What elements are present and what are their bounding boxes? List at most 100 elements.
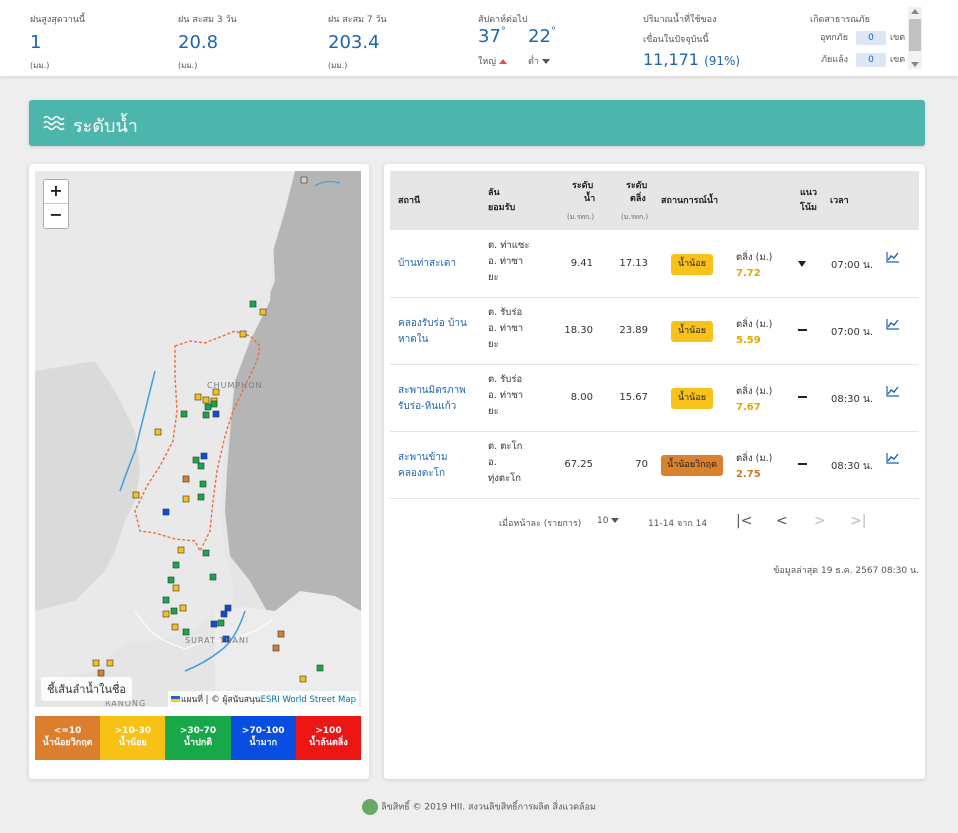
arrow-down-icon [541, 59, 550, 64]
th-bank-1[interactable]: ระดับ [626, 181, 648, 191]
th-trend-1: แนว [800, 188, 818, 198]
th-location-1: ลัน [488, 188, 500, 198]
trend-down-icon [798, 261, 806, 267]
legend-label: น้ำมาก [249, 738, 278, 748]
rain-7d-stat: ฝน สะสม 7 วัน 203.4 (มม.) [328, 12, 387, 72]
location-amphoe: อ. ท่าซา [488, 390, 524, 401]
water-level-value: 18.30 [564, 325, 593, 336]
map-attribution: แผนที่ | © ผู้สนับสนุนESRI World Street … [168, 691, 359, 707]
th-level-2: น้ำ [584, 194, 596, 204]
rain-max-unit: (มม.) [30, 61, 50, 70]
rain-max-label: ฝนสูงสุดวานนี้ [30, 15, 86, 25]
bank-diff-label: ตลิ่ง (ม.) [736, 453, 773, 464]
location-amphoe: อ. [488, 457, 497, 468]
location-amphoe: อ. ท่าซา [488, 256, 524, 267]
line-chart-icon[interactable] [886, 251, 900, 263]
forecast-high: 37° [478, 26, 506, 47]
line-chart-icon[interactable] [886, 385, 900, 397]
drought-count[interactable]: 0 [856, 53, 886, 67]
line-chart-icon[interactable] [886, 318, 900, 330]
river-label-toggle[interactable]: ชี้เส้นลำน้ำในชื่อ [41, 677, 133, 701]
station-link[interactable]: สะพานข้าม [398, 452, 448, 463]
legend-label: น้ำน้อย [118, 738, 147, 748]
drought-row: ภัยแล้ง 0 เขต [808, 52, 905, 67]
line-chart-icon[interactable] [886, 452, 900, 464]
th-station[interactable]: สถานี [398, 196, 421, 206]
station-map[interactable]: CHUMPHON SURAT THANI RANONG + − ชี้เส้นล… [35, 171, 361, 707]
map-canvas[interactable] [35, 171, 361, 707]
water-level-value: 67.25 [564, 459, 593, 470]
legend-overflow: >100 น้ำล้นตลิ่ง [295, 716, 362, 760]
trend-flat-icon [798, 396, 807, 398]
location-amphoe-cont: ทุ่งตะโก [488, 473, 522, 484]
legend-high: >70-100 น้ำมาก [230, 716, 296, 760]
rain-7d-value: 203.4 [328, 32, 380, 53]
table-row: บ้านท่าสะเดา ต. ท่าแซะ อ. ท่าซา ยะ 9.41 … [390, 231, 919, 298]
section-header: ระดับน้ำ [29, 100, 925, 146]
bank-level-value: 15.67 [619, 392, 648, 403]
dropdown-arrow-icon[interactable] [611, 518, 620, 523]
trend-flat-icon [798, 463, 807, 465]
per-page-value[interactable]: 10 [597, 516, 609, 526]
trend-flat-icon [798, 329, 807, 331]
bank-diff: ตลิ่ง (ม.) 7.72 [736, 250, 772, 279]
th-bank-2: ตลิ่ง [630, 194, 646, 204]
dam-label: ปริมาณน้ำที่ใช้ของ [643, 15, 717, 25]
station-link[interactable]: คลองรับร่อ บ้าน [398, 318, 467, 329]
rain-max-stat: ฝนสูงสุดวานนี้ 1 (มม.) [30, 12, 85, 72]
th-level-1[interactable]: ระดับ [572, 181, 594, 191]
water-level-table-card: สถานี ลัน ยอมรับ ระดับ น้ำ (ม.รทก.) ระดั… [384, 164, 925, 779]
first-page-button[interactable]: |< [736, 513, 753, 529]
waves-icon [43, 115, 65, 131]
location-tambon: ต. รับร่อ [488, 307, 523, 318]
map-label-surat-thani: SURAT THANI [185, 636, 250, 645]
bank-diff-label: ตลิ่ง (ม.) [736, 386, 773, 397]
bank-diff: ตลิ่ง (ม.) 2.75 [736, 451, 772, 480]
flood-count[interactable]: 0 [856, 31, 886, 45]
bank-diff-value: 5.59 [736, 335, 761, 346]
th-status[interactable]: สถานการณ์น้ำ [661, 196, 719, 206]
zoom-out-button[interactable]: − [49, 205, 63, 224]
zoom-in-button[interactable]: + [44, 180, 68, 204]
legend-critical-low: <=10 น้ำน้อยวิกฤต [35, 716, 101, 760]
per-page-select[interactable]: 10 [597, 516, 620, 526]
station-link-line2[interactable]: หาดใน [398, 334, 429, 345]
map-card: CHUMPHON SURAT THANI RANONG + − ชี้เส้นล… [29, 164, 369, 779]
bank-diff: ตลิ่ง (ม.) 5.59 [736, 317, 772, 346]
table-row: สะพานมิตรภาพ รับร่อ-หินแก้ว ต. รับร่อ อ.… [390, 365, 919, 432]
summary-bar: ฝนสูงสุดวานนี้ 1 (มม.) ฝน สะสม 3 วัน 20.… [0, 0, 958, 76]
th-location-2: ยอมรับ [488, 203, 516, 213]
location-amphoe-cont: ยะ [488, 339, 499, 350]
rain-max-value: 1 [30, 32, 42, 53]
status-badge: น้ำน้อย [671, 388, 713, 409]
th-level-unit: (ม.รทก.) [567, 213, 595, 221]
summary-scrollbar[interactable] [908, 7, 922, 69]
station-link-line2[interactable]: คลองตะโก [398, 468, 445, 479]
last-page-button[interactable]: >| [850, 513, 867, 529]
table-row: สะพานข้าม คลองตะโก ต. ตะโก อ. ทุ่งตะโก 6… [390, 432, 919, 499]
disaster-label: เกิดสาธารณภัย [810, 15, 870, 25]
station-link[interactable]: บ้านท่าสะเดา [398, 258, 457, 269]
hii-logo [362, 799, 379, 815]
dam-value: 11,171 [643, 50, 699, 69]
station-link-line2[interactable]: รับร่อ-หินแก้ว [398, 401, 457, 412]
scroll-up-icon[interactable] [911, 9, 919, 14]
rain-3d-label: ฝน สะสม 3 วัน [178, 15, 237, 25]
forecast-high-sub: ใหญ่ [478, 54, 507, 68]
prev-page-button[interactable]: < [776, 513, 788, 529]
scroll-down-icon[interactable] [911, 62, 919, 67]
bank-level-value: 70 [635, 459, 648, 470]
map-label-chumphon: CHUMPHON [207, 381, 263, 390]
footer-text: ลิขสิทธิ์ © 2019 HII. สงวนลิขสิทธิ์การผล… [381, 802, 596, 813]
next-page-button[interactable]: > [814, 513, 826, 529]
flood-row: อุทกภัย 0 เขต [808, 30, 905, 45]
th-bank-unit: (ม.รทก.) [621, 213, 649, 221]
station-link[interactable]: สะพานมิตรภาพ [398, 385, 466, 396]
forecast-label: สัปดาห์ต่อไป [478, 15, 528, 25]
scroll-thumb[interactable] [909, 19, 921, 51]
attribution-link[interactable]: ESRI World Street Map [260, 695, 356, 705]
th-time[interactable]: เวลา [830, 196, 849, 206]
location-tambon: ต. ท่าแซะ [488, 240, 530, 251]
ukraine-flag-icon [171, 696, 181, 702]
bank-level-value: 17.13 [619, 258, 648, 269]
